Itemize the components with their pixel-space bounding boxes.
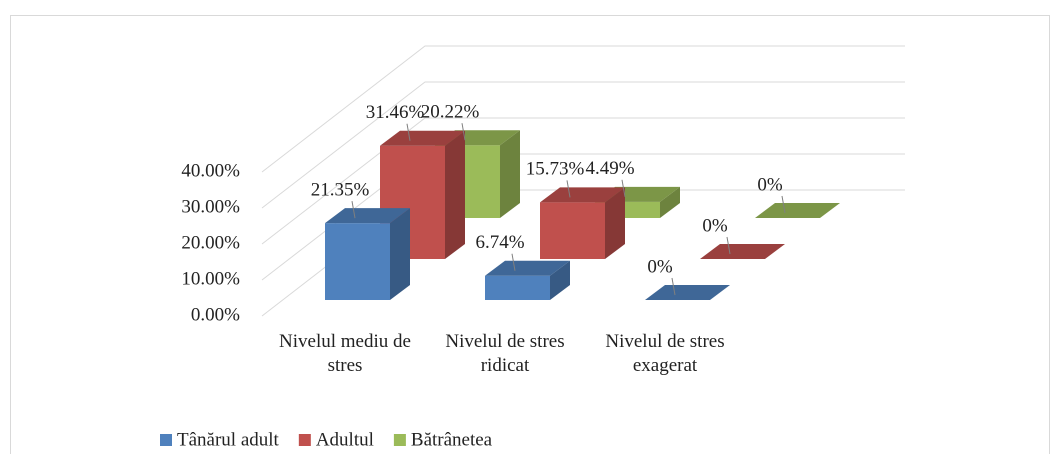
data-label: 6.74%	[475, 232, 524, 253]
grid-line	[261, 81, 905, 209]
bar-side	[390, 208, 410, 300]
bar-front	[325, 223, 390, 300]
y-tick-label: 30.00%	[181, 196, 240, 217]
bar-top	[755, 203, 840, 218]
leader-line	[351, 201, 356, 219]
bar-top	[700, 244, 785, 259]
x-tick-label: Nivelul de stres ridicat	[445, 331, 565, 376]
y-tick-label: 10.00%	[181, 268, 240, 289]
leader-line	[671, 277, 676, 296]
leader-line	[566, 180, 571, 198]
chart-border	[10, 15, 1050, 454]
bar-top	[485, 260, 570, 276]
legend-swatch	[393, 434, 406, 446]
data-label: 20.22%	[421, 102, 480, 123]
data-label: 21.35%	[311, 179, 370, 200]
y-tick-label: 40.00%	[181, 160, 240, 181]
y-tick-label: 20.00%	[181, 232, 240, 253]
data-label: 0%	[647, 256, 673, 277]
legend-swatch	[298, 434, 311, 446]
bar-front	[540, 202, 605, 259]
bar	[645, 285, 730, 300]
bar-front	[485, 275, 550, 300]
data-label: 15.73%	[526, 159, 585, 180]
bar-top	[325, 208, 410, 224]
x-tick-label: Nivelul de stres exagerat	[605, 331, 725, 376]
leader-line	[511, 253, 516, 271]
bar	[755, 203, 840, 218]
leader-line	[461, 123, 466, 141]
x-tick-label: Nivelul mediu de stres	[279, 331, 411, 376]
y-tick-label: 0.00%	[191, 304, 240, 325]
bar-side	[445, 130, 465, 259]
leader-line	[781, 195, 786, 214]
leader-line	[726, 236, 731, 255]
legend-label: Bătrânetea	[411, 429, 493, 450]
bar-top	[380, 130, 465, 146]
leader-line	[621, 179, 626, 197]
bar	[700, 244, 785, 259]
bar	[540, 187, 625, 259]
bar-side	[605, 187, 625, 259]
bar-side	[550, 260, 570, 300]
grid-line	[261, 45, 905, 173]
bar-top	[540, 187, 625, 203]
legend-label: Adultul	[316, 429, 374, 450]
bar-side	[660, 186, 680, 218]
legend-swatch	[160, 434, 172, 446]
data-label: 0%	[702, 215, 728, 236]
bar	[380, 130, 465, 259]
bar	[485, 260, 570, 300]
leader-line	[406, 123, 411, 141]
bar-top	[645, 285, 730, 300]
bar	[325, 208, 410, 300]
bar-side	[500, 130, 520, 218]
data-label: 0%	[757, 174, 783, 195]
grid-line	[261, 117, 905, 245]
legend-label: Tânărul adult	[177, 429, 280, 450]
data-label: 31.46%	[366, 102, 425, 123]
data-label: 4.49%	[585, 158, 634, 179]
